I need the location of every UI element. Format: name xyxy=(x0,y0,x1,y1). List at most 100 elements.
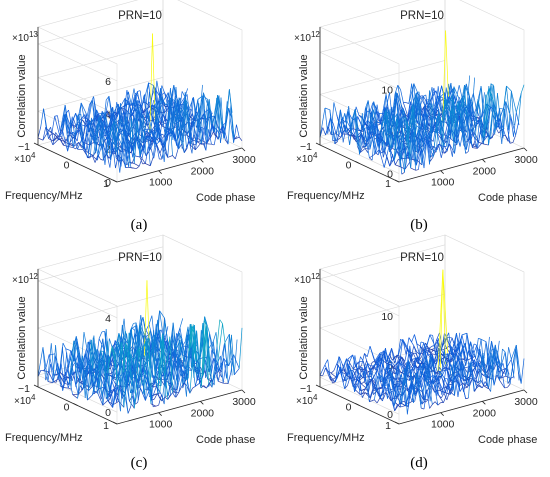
surface-segment xyxy=(389,92,393,119)
surface-segment xyxy=(205,324,210,387)
surface-segment xyxy=(200,385,204,389)
surface-segment xyxy=(510,116,514,137)
surface-segment xyxy=(148,337,152,401)
surface-segment xyxy=(123,333,127,354)
surface-segment xyxy=(165,92,169,122)
surface-segment xyxy=(72,394,78,399)
surface-segment xyxy=(402,339,408,349)
surface-segment xyxy=(190,117,194,146)
surface-segment xyxy=(368,101,375,131)
surface-segment xyxy=(421,389,428,405)
surface-segment xyxy=(138,347,143,386)
surface-segment xyxy=(403,102,409,118)
surface-segment xyxy=(395,164,401,168)
surface-segment xyxy=(224,345,229,384)
surface-segment xyxy=(361,392,366,398)
surface-segment xyxy=(350,369,354,372)
surface-segment xyxy=(148,315,153,325)
surface-segment xyxy=(166,353,170,372)
surface-segment xyxy=(170,97,174,124)
surface-segment xyxy=(111,114,118,141)
surface-segment xyxy=(206,328,213,388)
surface-segment xyxy=(340,371,347,375)
surface-segment xyxy=(99,360,104,406)
surface-segment xyxy=(171,346,177,359)
surface-segment xyxy=(373,109,377,126)
surface-segment xyxy=(164,396,168,400)
surface-segment xyxy=(119,325,123,365)
surface-segment xyxy=(435,348,439,367)
surface-segment xyxy=(432,375,436,379)
surface-segment xyxy=(488,353,494,389)
x-tick xyxy=(33,384,39,388)
surface-segment xyxy=(112,386,118,408)
surface-segment xyxy=(434,401,439,406)
surface-segment xyxy=(422,94,427,97)
surface-segment xyxy=(490,352,495,386)
surface-segment xyxy=(374,386,381,399)
surface-segment xyxy=(406,103,411,123)
y-axis-line xyxy=(398,389,525,425)
surface-segment xyxy=(354,389,361,395)
surface-segment xyxy=(357,362,362,373)
surface-segment xyxy=(375,358,379,371)
surface-segment xyxy=(473,387,478,392)
surface-segment xyxy=(134,163,140,167)
surface-segment xyxy=(421,139,428,165)
surface-segment xyxy=(427,127,433,140)
surface-segment xyxy=(174,339,181,353)
surface-segment xyxy=(384,384,390,386)
surface-segment xyxy=(112,144,116,169)
surface-segment xyxy=(169,117,173,156)
surface-segment xyxy=(422,130,427,141)
surface-segment xyxy=(359,145,364,153)
surface-segment xyxy=(65,114,69,147)
z-multiplier-base: ×10 xyxy=(12,275,29,286)
surface-segment xyxy=(419,381,423,393)
surface-segment xyxy=(202,95,208,100)
surface-segment xyxy=(324,364,331,376)
surface-segment xyxy=(374,366,378,371)
surface-segment xyxy=(45,354,50,367)
surface-segment xyxy=(180,102,187,121)
surface-segment xyxy=(107,341,111,394)
surface-segment xyxy=(64,114,70,133)
surface-segment xyxy=(191,121,196,154)
surface-segment xyxy=(57,363,64,391)
surface-segment xyxy=(151,385,157,401)
surface-segment xyxy=(472,147,478,149)
surface-segment xyxy=(129,102,135,105)
surface-segment xyxy=(125,343,130,352)
surface-segment xyxy=(145,163,151,167)
y-tick xyxy=(241,147,246,152)
surface-segment xyxy=(147,111,151,146)
surface-segment xyxy=(208,129,212,145)
surface-segment xyxy=(362,100,369,132)
y-axis-label: Code phase xyxy=(478,434,537,446)
surface-segment xyxy=(97,127,104,155)
surface-segment xyxy=(59,105,66,132)
surface-segment xyxy=(175,116,180,149)
x-tick-label: 1 xyxy=(103,420,109,432)
surface-segment xyxy=(399,361,405,378)
surface-segment xyxy=(502,134,506,137)
surface-segment xyxy=(157,334,164,395)
chart-panel-a: 024610−1100020003000PRN=10×1013×104Corre… xyxy=(5,0,256,204)
surface-segment xyxy=(144,94,148,118)
surface-segment xyxy=(186,351,190,397)
surface-segment xyxy=(156,139,162,145)
surface-segment xyxy=(359,113,363,155)
y-tick xyxy=(440,170,444,174)
z-multiplier-exponent: 12 xyxy=(311,30,320,39)
surface-segment xyxy=(128,119,132,168)
surface-segment xyxy=(175,101,181,140)
surface-segment xyxy=(90,370,94,386)
surface-segment xyxy=(384,150,391,167)
surface-segment xyxy=(128,167,134,169)
surface-segment xyxy=(391,348,397,365)
surface-segment xyxy=(57,115,61,132)
surface-segment xyxy=(414,334,420,355)
y-tick-label: 1000 xyxy=(431,177,455,189)
surface-segment xyxy=(458,85,463,98)
x-tick-label: −1 xyxy=(18,141,30,153)
